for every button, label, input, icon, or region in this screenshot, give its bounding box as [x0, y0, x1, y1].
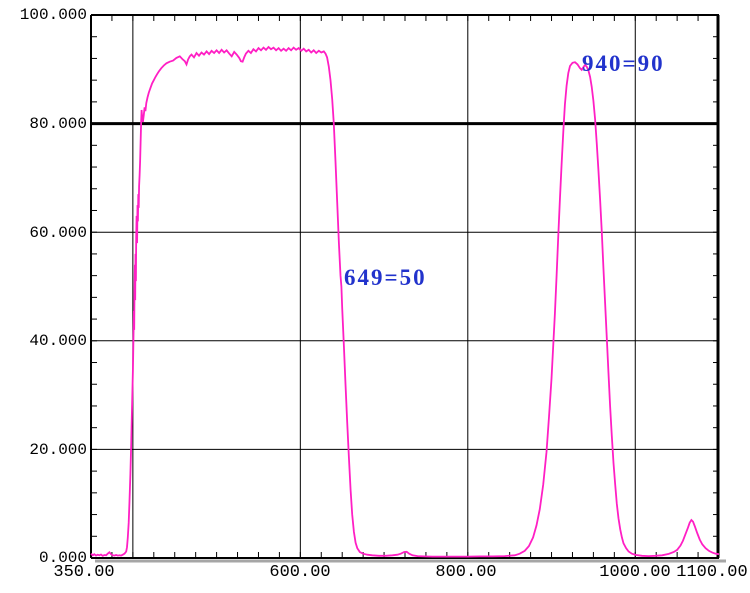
y-axis-tick-label: 20.000 — [29, 441, 87, 459]
x-axis-tick-label: 800.00 — [435, 563, 497, 582]
x-axis-tick-label: 600.00 — [269, 563, 331, 582]
x-axis-tick-label: 1000.00 — [599, 563, 671, 582]
x-axis-tick-label: 350.00 — [53, 563, 115, 582]
transmittance-curve — [90, 45, 720, 558]
y-axis-tick-label: 80.000 — [29, 115, 87, 133]
cursor-readout-annotation-649: 649=50 — [344, 265, 427, 290]
y-axis-tick-label: 100.000 — [19, 6, 87, 24]
y-axis-tick-label: 40.000 — [29, 332, 87, 350]
y-axis-tick-label: 60.000 — [29, 224, 87, 242]
y-axis-tick-label: 0.000 — [38, 549, 87, 567]
x-axis-tick-label: 1100.00 — [676, 563, 748, 582]
cursor-readout-annotation-940: 940=90 — [582, 51, 665, 76]
